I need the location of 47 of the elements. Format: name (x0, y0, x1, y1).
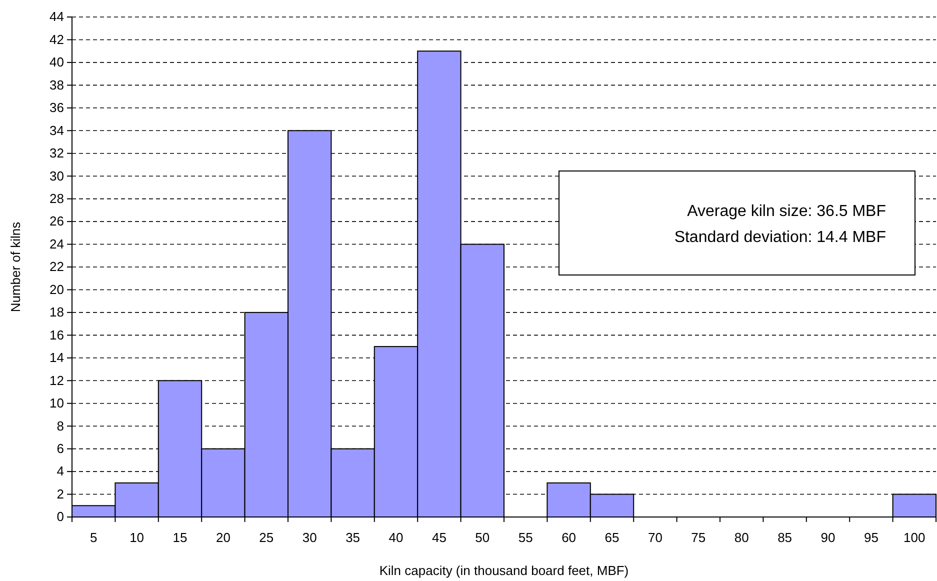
y-tick-label: 34 (50, 122, 64, 138)
x-axis-title: Kiln capacity (in thousand board feet, MBF) (379, 563, 629, 578)
y-tick-label: 24 (50, 236, 64, 252)
y-tick-label: 12 (50, 372, 64, 388)
x-tick-label: 60 (562, 530, 576, 546)
x-tick-label: 55 (518, 530, 533, 546)
x-tick-label: 25 (259, 530, 274, 546)
x-tick-label: 5 (90, 530, 98, 546)
y-tick-label: 10 (50, 396, 64, 411)
y-tick-label: 2 (56, 486, 64, 502)
y-tick-label: 14 (50, 350, 64, 366)
y-tick-label: 6 (56, 440, 64, 456)
x-tick-label: 30 (302, 530, 317, 546)
x-tick-label: 70 (648, 530, 662, 546)
y-tick-label: 28 (50, 190, 64, 206)
y-tick-label: 26 (50, 214, 64, 229)
x-tick-label: 50 (475, 530, 490, 546)
y-tick-label: 0 (56, 509, 64, 524)
x-tick-label: 35 (346, 530, 360, 546)
y-tick-label: 40 (50, 54, 64, 70)
x-tick-label: 85 (778, 530, 792, 546)
y-tick-label: 4 (56, 464, 64, 479)
y-tick-label: 22 (50, 259, 64, 274)
y-tick-label: 42 (50, 32, 64, 47)
y-tick-label: 44 (50, 9, 64, 24)
x-tick-label: 95 (864, 530, 878, 546)
x-tick-label: 65 (604, 530, 620, 546)
x-tick-label: 100 (904, 530, 926, 546)
y-tick-label: 16 (50, 327, 64, 342)
x-tick-label: 20 (216, 530, 230, 546)
annotation: Standard deviation: 14.4 MBF (674, 229, 886, 246)
x-tick-label: 75 (691, 530, 706, 546)
y-axis-title: Number of kilns (8, 221, 23, 312)
y-tick-label: 8 (56, 418, 64, 434)
y-tick-label: 20 (50, 282, 64, 297)
x-tick-label: 10 (130, 530, 144, 546)
y-tick-label: 18 (50, 304, 64, 320)
x-tick-label: 45 (432, 530, 446, 546)
y-tick-label: 38 (50, 77, 64, 92)
x-tick-label: 40 (388, 530, 404, 546)
x-tick-label: 15 (172, 530, 188, 546)
y-tick-label: 30 (50, 168, 64, 184)
y-tick-label: 36 (50, 100, 64, 116)
x-tick-label: 80 (734, 530, 749, 546)
annotation: Average kiln size: 36.5 MBF (687, 203, 886, 220)
x-tick-label: 90 (820, 530, 836, 546)
y-tick-label: 32 (50, 146, 64, 161)
